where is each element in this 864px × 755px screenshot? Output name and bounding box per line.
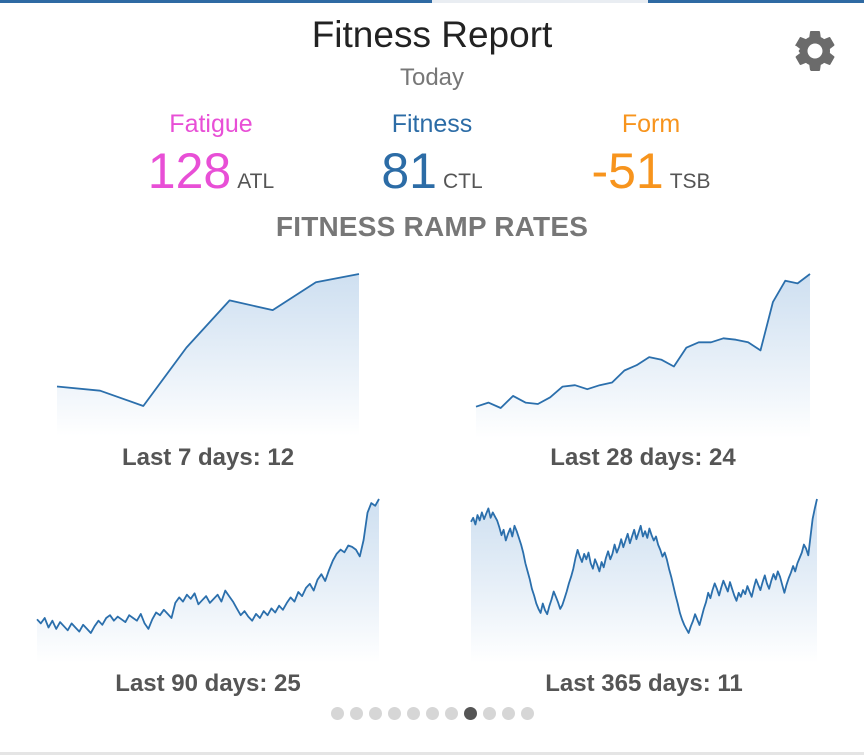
form-value: -51 — [591, 143, 664, 199]
chart-last-90-days — [36, 498, 380, 663]
fitness-label: Fitness — [391, 110, 473, 138]
chart-area-fill — [57, 274, 359, 436]
page-dot[interactable] — [501, 707, 515, 720]
chart-series-line — [56, 273, 360, 407]
chart-series-line — [470, 498, 818, 634]
chart-caption-365-days: Last 365 days: 11 — [545, 670, 743, 697]
chart-area-fill — [471, 499, 817, 663]
fatigue-label: Fatigue — [169, 110, 253, 138]
fitness-metric: Fitness 81 CTL — [342, 110, 522, 199]
page-dot[interactable] — [387, 707, 401, 720]
gear-icon[interactable] — [790, 26, 840, 76]
chart-caption-7-days: Last 7 days: 12 — [121, 444, 295, 471]
top-progress-bar — [0, 0, 864, 3]
page-dot[interactable] — [349, 707, 363, 720]
bottom-divider — [0, 752, 864, 755]
page-indicator — [0, 707, 864, 720]
chart-last-7-days — [56, 273, 360, 436]
page-dot[interactable] — [463, 707, 477, 720]
form-metric: Form -51 TSB — [561, 110, 741, 199]
page-dot[interactable] — [368, 707, 382, 720]
page-dot[interactable] — [520, 707, 534, 720]
chart-area-fill — [476, 274, 810, 438]
chart-area-fill — [37, 499, 379, 663]
fitness-value: 81 — [381, 143, 437, 199]
page-dot[interactable] — [425, 707, 439, 720]
chart-last-365-days — [470, 498, 818, 663]
fatigue-value: 128 — [147, 143, 232, 199]
chart-series-line — [36, 498, 380, 634]
fitness-unit: CTL — [442, 170, 483, 193]
page-dot[interactable] — [444, 707, 458, 720]
page-subtitle: Today — [399, 64, 465, 91]
page-dot[interactable] — [406, 707, 420, 720]
chart-caption-28-days: Last 28 days: 24 — [550, 444, 736, 471]
fatigue-unit: ATL — [237, 170, 275, 193]
ramp-rates-heading: FITNESS RAMP RATES — [275, 211, 589, 242]
chart-caption-90-days: Last 90 days: 25 — [115, 670, 301, 697]
fatigue-metric: Fatigue 128 ATL — [121, 110, 301, 199]
form-unit: TSB — [669, 170, 711, 193]
page-dot[interactable] — [330, 707, 344, 720]
page-title: Fitness Report — [311, 14, 553, 55]
form-label: Form — [621, 110, 681, 138]
chart-last-28-days — [475, 273, 811, 438]
page-dot[interactable] — [482, 707, 496, 720]
chart-series-line — [475, 273, 811, 409]
